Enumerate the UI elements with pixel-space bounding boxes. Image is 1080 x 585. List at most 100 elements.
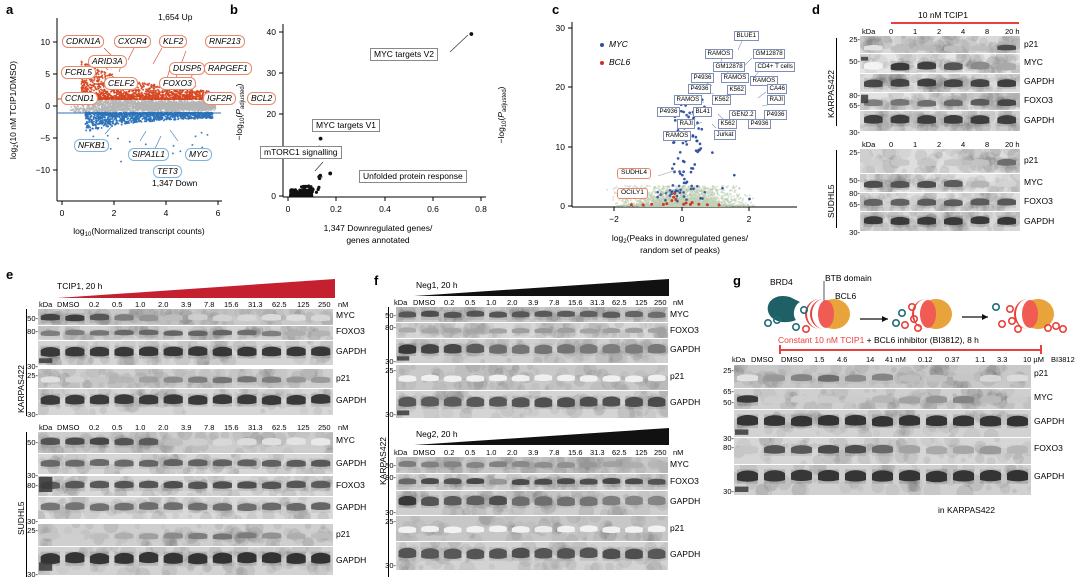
cell-label-CA46: CA46 — [767, 84, 788, 94]
panel-f-unit-b2: nM — [673, 448, 684, 457]
cell-label-SUDHL4: SUDHL4 — [617, 168, 652, 179]
panel-g-label: g — [733, 273, 741, 288]
panel-g-row-gapdh2: GAPDH — [1034, 471, 1065, 481]
panel-d-blot-gapdh-b2 — [860, 212, 1020, 231]
panel-g-lane-suffix: BI3812 — [1051, 355, 1075, 364]
panel-d-time-0-b2: 0 — [889, 140, 894, 149]
panel-d-blot-foxo3-b1 — [860, 93, 1020, 110]
cell-label-K562-c: K562 — [718, 119, 738, 129]
panel-g-blot-p21 — [734, 365, 1031, 388]
cell-label-BL41: BL41 — [693, 107, 713, 117]
gene-label-NFKB1: NFKB1 — [74, 139, 110, 152]
panel-f-blot-foxo3-b1 — [396, 323, 668, 338]
panel-g-label-brd4: BRD4 — [770, 277, 793, 287]
panel-d-blot-p21-b1 — [860, 36, 1020, 53]
panel-e-blot-myc-b2 — [38, 432, 333, 453]
panel-g-condition-line: Constant 10 nM TCIP1 + BCL6 inhibitor (B… — [778, 335, 979, 345]
panel-f-kda-30b-b1: 30- — [385, 410, 396, 419]
cell-label-P4936-e: P4936 — [748, 119, 771, 129]
panel-g-blot-gapdh1 — [734, 410, 1031, 437]
panel-d-kda-50-b1: 50- — [849, 57, 860, 66]
cell-label-RAMOS-b: RAMOS — [721, 73, 749, 83]
panel-d-bracket-2 — [836, 150, 837, 228]
panel-d-kda-header-2: kDa — [862, 140, 876, 149]
panel-e-row-gapdh1-b1: GAPDH — [336, 346, 367, 356]
panel-f-row-foxo3-b1: FOXO3 — [670, 325, 699, 335]
panel-f-kda-30-b2: 30- — [385, 508, 396, 517]
panel-e-dose-1.0-b1: 1.0 — [135, 300, 146, 309]
cell-label-GEN22: GEN2.2 — [729, 110, 757, 120]
panel-e-blot-foxo3-b2 — [38, 476, 333, 496]
panel-e-unit-b2: nM — [338, 423, 349, 432]
cell-label-RAMOS-e: RAMOS — [663, 131, 691, 141]
panel-e-dose-1.0-b2: 1.0 — [135, 423, 146, 432]
panel-e-kda-80-b2: 80- — [27, 481, 38, 490]
panel-e-blot-p21-b1 — [38, 369, 333, 388]
panel-e-dose-DMSO-b2: DMSO — [57, 423, 80, 432]
panel-e-dose-2.0-b1: 2.0 — [158, 300, 169, 309]
panel-f-kda-header-1: kDa — [394, 298, 408, 307]
panel-c-label: c — [552, 2, 560, 17]
cell-label-GM12878-a: GM12878 — [753, 49, 786, 59]
panel-f-dose-62.5-b2: 62.5 — [612, 448, 627, 457]
panel-g-condition-red: Constant 10 nM TCIP1 — [778, 335, 865, 345]
panel-f-row-gapdh2-b1: GAPDH — [670, 397, 701, 407]
panel-f-blot-p21-b1 — [396, 365, 668, 390]
panel-e-dose-250-b2: 250 — [318, 423, 331, 432]
panel-f-dose-31.3-b1: 31.3 — [590, 298, 605, 307]
panel-e-bracket-1 — [26, 309, 27, 416]
panel-e-row-gapdh2-b1: GAPDH — [336, 395, 367, 405]
gene-label-ARID3A: ARID3A — [88, 55, 127, 68]
panel-f-bracket — [388, 307, 389, 577]
panel-f-blot-myc-b1 — [396, 307, 668, 322]
cell-label-P4936-d: P4936 — [764, 110, 787, 120]
panel-d-time-20h-b2: 20 h — [1005, 140, 1020, 149]
panel-e-blot-gapdh2-b2 — [38, 497, 333, 519]
panel-g-kda-80: 80- — [723, 443, 734, 452]
panel-g-kda-30: 30- — [723, 434, 734, 443]
svg-text:6: 6 — [216, 208, 221, 218]
panel-f-row-foxo3-b2: FOXO3 — [670, 476, 699, 486]
panel-g-lane-4.6: 4.6 — [837, 355, 848, 364]
bcl6-red-1 — [810, 299, 824, 329]
callout-myc-targets-v2: MYC targets V2 — [370, 48, 438, 61]
panel-g-lane-3.3: 3.3 — [997, 355, 1008, 364]
legend-dot-myc — [600, 43, 604, 47]
panel-g-condition-black: + BCL6 inhibitor (BI3812), 8 h — [864, 335, 979, 345]
panel-d-time-8-b1: 8 — [985, 27, 990, 36]
panel-e-kda-80-b1: 80- — [27, 327, 38, 336]
svg-text:2: 2 — [112, 208, 117, 218]
panel-d-time-4-b2: 4 — [961, 140, 966, 149]
panel-d-row-gapdh-b2: GAPDH — [1024, 216, 1055, 226]
panel-d-time-8-b2: 8 — [985, 140, 990, 149]
cell-label-RAMOS-d: RAMOS — [674, 95, 702, 105]
panel-d-row-myc-b1: MYC — [1024, 57, 1043, 67]
panel-d-kda-30-b1: 30- — [849, 128, 860, 137]
svg-text:−10: −10 — [36, 165, 51, 175]
panel-f-gradient-wedge-1 — [414, 279, 669, 296]
panel-f-dose-7.8-b1: 7.8 — [549, 298, 560, 307]
panel-e-label: e — [6, 267, 14, 282]
panel-d-blot-foxo3-b2 — [860, 193, 1020, 211]
panel-e-kda-30-b2: 30- — [27, 471, 38, 480]
gene-label-SIPA1L1: SIPA1L1 — [128, 148, 169, 161]
panel-d-time-2-b1: 2 — [937, 27, 942, 36]
svg-text:−5: −5 — [40, 133, 50, 143]
cell-label-BLUE1: BLUE1 — [734, 31, 759, 41]
gene-label-KLF2: KLF2 — [159, 35, 188, 48]
panel-d-label: d — [812, 2, 820, 17]
panel-f-blot-myc-b2 — [396, 457, 668, 473]
panel-d-row-foxo3-b2: FOXO3 — [1024, 196, 1053, 206]
panel-g-blot-gapdh2 — [734, 465, 1031, 495]
cell-label-K562-b: K562 — [712, 95, 732, 105]
svg-text:0: 0 — [45, 101, 50, 111]
panel-d-kda-25-b2: 25- — [849, 148, 860, 157]
panel-a-up-count: 1,654 Up — [158, 12, 193, 22]
panel-f-dose-1.0-b1: 1.0 — [486, 298, 497, 307]
panel-d-cellline-karpas422: KARPAS422 — [826, 69, 836, 118]
panel-f-gradient-title-1: Neg1, 20 h — [416, 280, 458, 290]
panel-c: c 30 20 10 0 −2 0 2 −log10(Padjusted) lo… — [490, 0, 802, 265]
panel-e-blot-myc-b1 — [38, 309, 333, 325]
panel-f-blot-gapdh2-b2 — [396, 542, 668, 570]
panel-f-row-gapdh1-b1: GAPDH — [670, 344, 701, 354]
